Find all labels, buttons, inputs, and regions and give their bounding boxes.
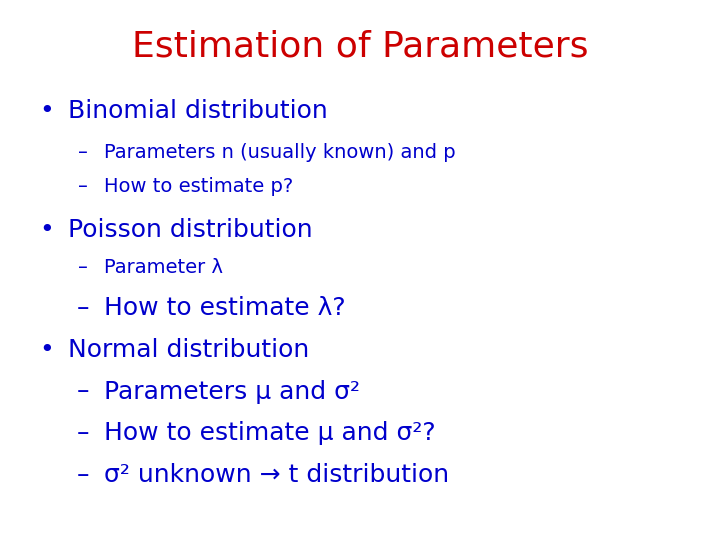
Text: How to estimate λ?: How to estimate λ? [104, 296, 346, 320]
Text: –: – [76, 463, 89, 487]
Text: –: – [76, 380, 89, 403]
Text: Parameter λ: Parameter λ [104, 258, 223, 278]
Text: σ² unknown → t distribution: σ² unknown → t distribution [104, 463, 449, 487]
Text: –: – [76, 421, 89, 445]
Text: •: • [40, 218, 54, 242]
Text: –: – [78, 143, 88, 162]
Text: •: • [40, 338, 54, 362]
Text: –: – [78, 177, 88, 196]
Text: –: – [76, 296, 89, 320]
Text: How to estimate p?: How to estimate p? [104, 177, 294, 196]
Text: Parameters n (usually known) and p: Parameters n (usually known) and p [104, 143, 456, 162]
Text: Estimation of Parameters: Estimation of Parameters [132, 30, 588, 64]
Text: Binomial distribution: Binomial distribution [68, 99, 328, 123]
Text: Poisson distribution: Poisson distribution [68, 218, 313, 242]
Text: Normal distribution: Normal distribution [68, 338, 310, 362]
Text: How to estimate μ and σ²?: How to estimate μ and σ²? [104, 421, 436, 445]
Text: •: • [40, 99, 54, 123]
Text: –: – [78, 258, 88, 278]
Text: Parameters μ and σ²: Parameters μ and σ² [104, 380, 361, 403]
